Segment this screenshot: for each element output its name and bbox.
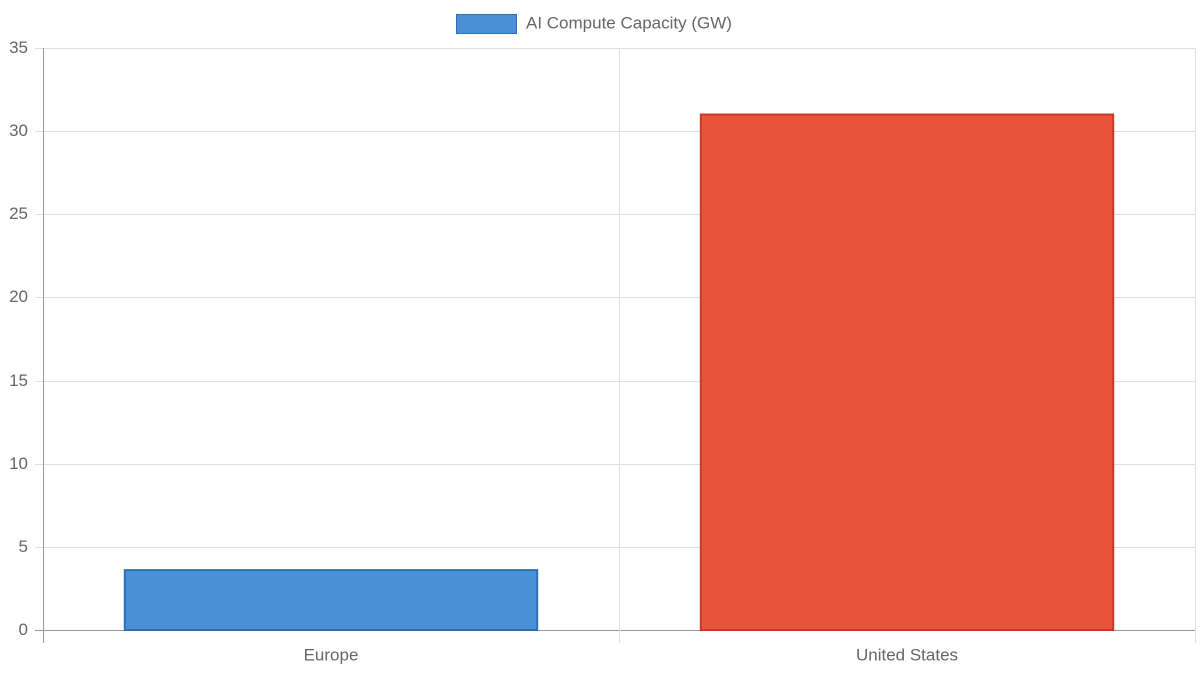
legend-label: AI Compute Capacity (GW) <box>526 13 732 32</box>
y-tick-label: 15 <box>9 371 28 390</box>
bar <box>123 569 539 632</box>
x-tick-label: United States <box>856 645 958 664</box>
y-tick-label: 0 <box>19 620 28 639</box>
y-tick-label: 25 <box>9 204 28 223</box>
legend-swatch <box>456 14 517 34</box>
bar <box>699 113 1115 631</box>
y-tick-label: 30 <box>9 121 28 140</box>
y-tick-label: 10 <box>9 454 28 473</box>
y-tick-label: 5 <box>19 537 28 556</box>
y-tick-label: 35 <box>9 38 28 57</box>
x-tick-label: Europe <box>304 645 359 664</box>
y-tick-label: 20 <box>9 287 28 306</box>
